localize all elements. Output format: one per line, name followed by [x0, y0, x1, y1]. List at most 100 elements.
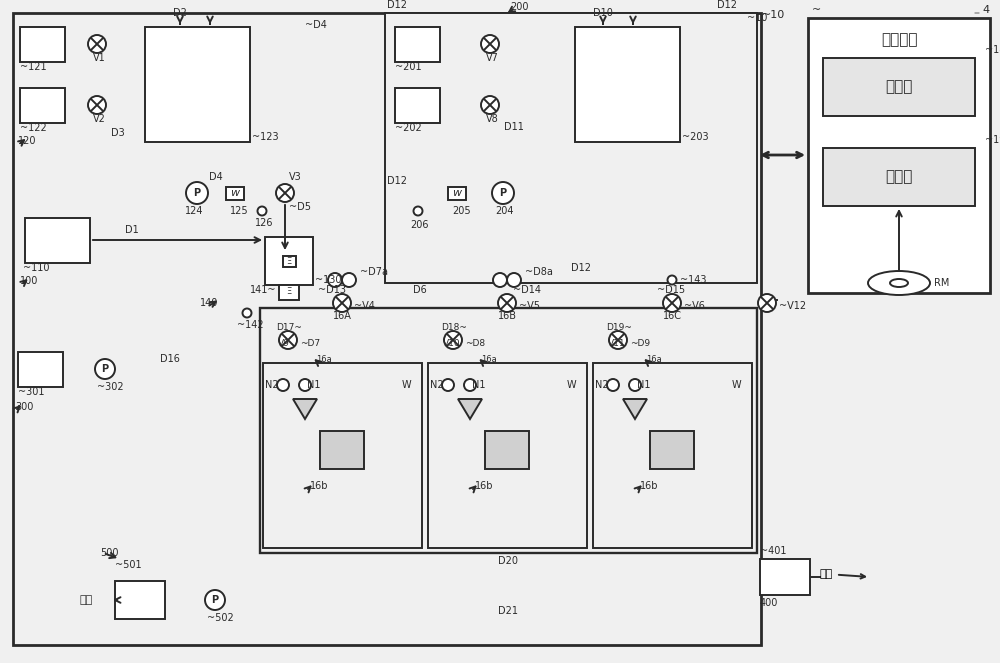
Text: D19~: D19~	[606, 322, 632, 332]
Text: N2: N2	[595, 380, 609, 390]
Circle shape	[88, 96, 106, 114]
Text: 140: 140	[200, 298, 218, 308]
Bar	[395, 27, 440, 62]
Circle shape	[758, 294, 776, 312]
Circle shape	[333, 294, 351, 312]
Text: 100: 100	[20, 276, 38, 286]
Text: P: P	[211, 595, 219, 605]
Text: D10: D10	[593, 8, 613, 18]
Circle shape	[668, 276, 676, 284]
Text: N1: N1	[637, 380, 650, 390]
Bar	[279, 285, 299, 300]
Bar	[385, 13, 757, 283]
Text: 126: 126	[255, 218, 274, 228]
Circle shape	[186, 182, 208, 204]
Text: 141~: 141~	[250, 285, 276, 295]
Text: ~203: ~203	[682, 132, 709, 142]
Text: 排液: 排液	[820, 569, 865, 579]
Text: ~302: ~302	[97, 382, 124, 392]
Text: D2: D2	[173, 8, 187, 18]
Circle shape	[492, 182, 514, 204]
Circle shape	[609, 331, 627, 349]
Text: ~110: ~110	[23, 263, 50, 273]
Text: P: P	[101, 364, 109, 374]
Circle shape	[663, 294, 681, 312]
Text: N2: N2	[265, 380, 279, 390]
Text: 400: 400	[760, 598, 778, 608]
Circle shape	[507, 273, 521, 287]
Circle shape	[258, 206, 266, 215]
Text: V11: V11	[608, 339, 626, 347]
Circle shape	[299, 379, 311, 391]
Text: 排气: 排气	[80, 595, 93, 605]
Text: D4: D4	[209, 172, 223, 182]
Text: ~D8: ~D8	[465, 339, 485, 347]
Circle shape	[277, 379, 289, 391]
Text: V10: V10	[443, 339, 461, 347]
Text: V3: V3	[289, 172, 302, 182]
Text: ~401: ~401	[760, 546, 786, 556]
Text: ~301: ~301	[18, 387, 44, 397]
Text: ~V6: ~V6	[684, 301, 705, 311]
Bar	[226, 186, 244, 200]
Circle shape	[95, 359, 115, 379]
Circle shape	[342, 273, 356, 287]
Text: ~V5: ~V5	[519, 301, 540, 311]
Text: ~10: ~10	[747, 13, 767, 23]
Bar	[20, 88, 65, 123]
Text: D3: D3	[111, 128, 125, 138]
Circle shape	[444, 331, 462, 349]
Text: 120: 120	[18, 136, 36, 146]
Ellipse shape	[890, 279, 908, 287]
Text: D6: D6	[413, 285, 427, 295]
Text: ~D4: ~D4	[305, 20, 327, 30]
Text: ~D8a: ~D8a	[525, 267, 553, 277]
Text: D16: D16	[160, 354, 180, 364]
Text: N1: N1	[472, 380, 486, 390]
Text: ~D15: ~D15	[657, 285, 685, 295]
Text: 200: 200	[510, 2, 528, 12]
Bar	[145, 27, 250, 142]
Text: 16B: 16B	[498, 311, 516, 321]
Bar	[13, 13, 761, 645]
Text: ~123: ~123	[252, 132, 279, 142]
Bar	[448, 186, 466, 200]
Text: D1: D1	[125, 225, 139, 235]
Text: D12: D12	[717, 0, 737, 10]
Circle shape	[493, 273, 507, 287]
Text: W: W	[402, 380, 412, 390]
Bar	[25, 218, 90, 263]
Bar	[575, 27, 680, 142]
Bar	[428, 363, 587, 548]
Text: V2: V2	[93, 114, 106, 124]
Bar	[265, 237, 313, 285]
Bar	[808, 18, 990, 293]
Text: 500: 500	[100, 548, 119, 558]
Text: 125: 125	[230, 206, 249, 216]
Text: ~10: ~10	[762, 10, 785, 20]
Text: 存储部: 存储部	[885, 170, 913, 184]
Text: 16b: 16b	[640, 481, 658, 491]
Text: ~D5: ~D5	[289, 202, 311, 212]
Text: ~121: ~121	[20, 62, 47, 72]
Text: 4: 4	[982, 5, 989, 15]
Bar	[593, 363, 752, 548]
Text: Ξ: Ξ	[286, 257, 292, 265]
Text: 16a: 16a	[316, 355, 332, 365]
Text: w: w	[452, 188, 462, 198]
Text: N2: N2	[430, 380, 444, 390]
Text: V8: V8	[486, 114, 499, 124]
Circle shape	[442, 379, 454, 391]
Circle shape	[205, 590, 225, 610]
Bar	[650, 431, 694, 469]
Text: 16A: 16A	[333, 311, 351, 321]
Bar	[823, 148, 975, 206]
Text: 16b: 16b	[310, 481, 328, 491]
Text: ~122: ~122	[20, 123, 47, 133]
Text: ~19: ~19	[985, 135, 1000, 145]
Text: 16a: 16a	[481, 355, 497, 365]
Text: ~502: ~502	[207, 613, 234, 623]
Text: ~D7: ~D7	[300, 339, 320, 347]
Text: D12: D12	[387, 0, 407, 10]
Text: Ξ: Ξ	[286, 288, 292, 296]
